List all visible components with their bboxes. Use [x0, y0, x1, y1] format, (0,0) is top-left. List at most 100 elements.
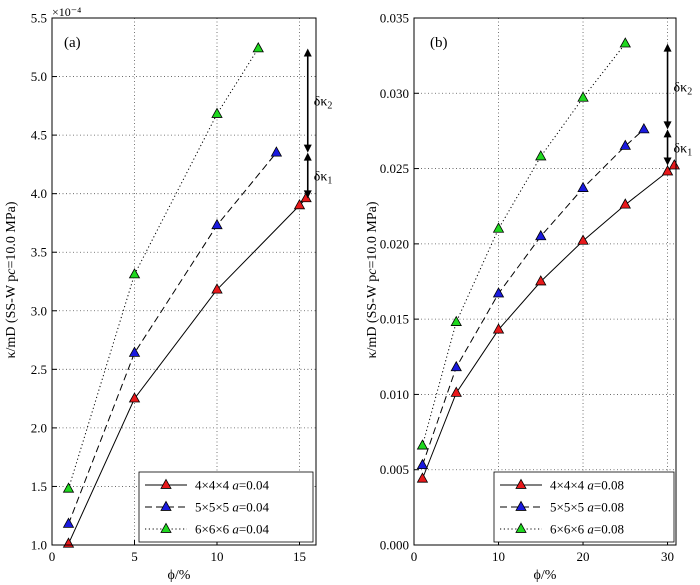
data-point	[661, 165, 674, 176]
data-point	[535, 150, 547, 161]
data-point	[619, 198, 631, 209]
x-tick-label: 15	[293, 549, 306, 564]
x-tick-label: 5	[131, 549, 138, 564]
legend-marker-3	[160, 522, 172, 533]
annotation-label: δκ2	[314, 95, 333, 112]
markers-group-a	[62, 42, 312, 548]
data-point	[492, 287, 505, 298]
y-tick-label: 1.0	[31, 538, 47, 553]
legend-marker-2	[160, 500, 172, 511]
x-tick-label: 0	[49, 549, 56, 564]
data-point	[293, 198, 306, 210]
y-tick-label: 0.030	[380, 86, 409, 101]
legend-label-2: 5×5×5 a=0.08	[550, 500, 624, 515]
series-line-2	[68, 152, 277, 525]
annotation-δκ2: δκ2	[303, 48, 333, 153]
data-point	[128, 268, 141, 279]
data-point	[535, 229, 547, 241]
y-tick-label: 0.010	[380, 387, 409, 402]
panel-label-a: (a)	[64, 35, 81, 51]
arrow-head-down	[303, 144, 312, 153]
data-point	[211, 283, 223, 294]
chart-panel-a: 0 5 10 15 1.0 1.5 2.0 2.5 3.0 3.5 4.0 4.5 5.0 5.5 δκ2…	[4, 5, 332, 583]
plot-frame-b	[413, 17, 677, 546]
x-tick-label: 10	[492, 549, 505, 564]
x-tick-label: 30	[661, 549, 674, 564]
legend-label-1: 4×4×4 a=0.04	[195, 478, 270, 493]
y-tick-label: 2.0	[31, 420, 47, 435]
legend-label-3: 6×6×6 a=0.04	[195, 522, 270, 537]
y-tick-label: 1.5	[31, 479, 47, 494]
series-line-1	[421, 165, 675, 479]
y-tick-label: 3.0	[31, 303, 47, 318]
data-point	[62, 517, 75, 528]
arrow-head-up	[663, 43, 672, 52]
y-tick-label: 2.5	[31, 362, 47, 377]
annotation-δκ1: δκ1	[303, 152, 333, 199]
arrow-head-down	[663, 121, 672, 130]
legend-label-3: 6×6×6 a=0.08	[550, 522, 624, 537]
annotation-label: δκ2	[674, 81, 693, 98]
y-tick-label: 3.5	[31, 245, 47, 260]
legend-label-1: 4×4×4 a=0.08	[550, 478, 624, 493]
data-point	[450, 360, 462, 372]
ticks-a: 0 5 10 15 1.0 1.5 2.0 2.5 3.0 3.5 4.0 4.5 5.0 5.5	[31, 11, 306, 565]
legend-marker-2	[515, 500, 527, 511]
data-point	[450, 315, 462, 326]
arrow-head-up	[303, 48, 312, 57]
data-point	[211, 218, 223, 230]
y-tick-label: 4.5	[31, 128, 47, 143]
arrow-head-up	[663, 129, 672, 138]
series-line-3	[421, 43, 626, 446]
data-point	[252, 42, 264, 53]
data-point	[638, 123, 650, 134]
data-point	[619, 37, 631, 48]
y-tick-label: 5.5	[31, 11, 47, 26]
data-point	[577, 181, 589, 192]
annotation-label: δκ1	[314, 170, 333, 187]
arrow-head-down	[303, 190, 312, 199]
legend-a: 4×4×4 a=0.04 5×5×5 a=0.04 6×6×6 a=0.04	[138, 471, 314, 543]
y-tick-label: 0.025	[380, 161, 409, 176]
y-tick-label: 5.0	[31, 69, 47, 84]
panel-label-b: (b)	[430, 35, 448, 51]
annotations-b: δκ2 δκ1	[663, 43, 693, 166]
y-tick-label: 4.0	[31, 186, 47, 201]
y-axis-label-a: κ/mD (SS-W pc=10.0 MPa)	[4, 201, 19, 358]
x-axis-label-a: ϕ/%	[168, 568, 191, 583]
y-tick-label: 0.015	[380, 312, 409, 327]
data-point	[492, 323, 505, 334]
y-tick-label: 0.020	[380, 236, 409, 251]
y-tick-label: 0.000	[380, 538, 409, 553]
data-point	[416, 458, 429, 470]
legend-marker-3	[515, 522, 527, 533]
data-point	[577, 234, 589, 245]
arrow-head-down	[663, 157, 672, 166]
multiplier-label-a: ×10⁻⁴	[52, 5, 81, 19]
y-tick-label: 0.005	[380, 462, 409, 477]
data-point	[416, 439, 429, 450]
legend-marker-1	[515, 478, 527, 489]
ticks-b: 0 10 20 30 0.000 0.005 0.010 0.015 0.020 0.025 0.0…	[380, 11, 674, 565]
y-axis-label-b: κ/mD (SS-W pc=10.0 MPa)	[365, 201, 380, 358]
data-point	[270, 146, 283, 157]
annotation-δκ1: δκ1	[663, 129, 693, 166]
x-tick-label: 0	[411, 549, 418, 564]
annotation-δκ2: δκ2	[663, 43, 693, 130]
data-point	[492, 222, 505, 233]
y-tick-label: 0.035	[380, 11, 409, 26]
legend-marker-1	[160, 478, 172, 489]
data-point	[668, 159, 680, 170]
data-point	[577, 91, 589, 102]
data-point	[128, 392, 141, 403]
markers-group-b	[416, 37, 680, 483]
data-point	[619, 139, 631, 150]
data-point	[62, 482, 75, 493]
chart-panel-b: 0 10 20 30 0.000 0.005 0.010 0.015 0.020 0.025 0.0…	[365, 11, 692, 584]
data-point	[535, 275, 547, 286]
grid-a	[52, 18, 316, 545]
annotation-label: δκ1	[674, 141, 693, 158]
arrow-head-up	[303, 152, 312, 161]
data-point	[450, 386, 462, 397]
